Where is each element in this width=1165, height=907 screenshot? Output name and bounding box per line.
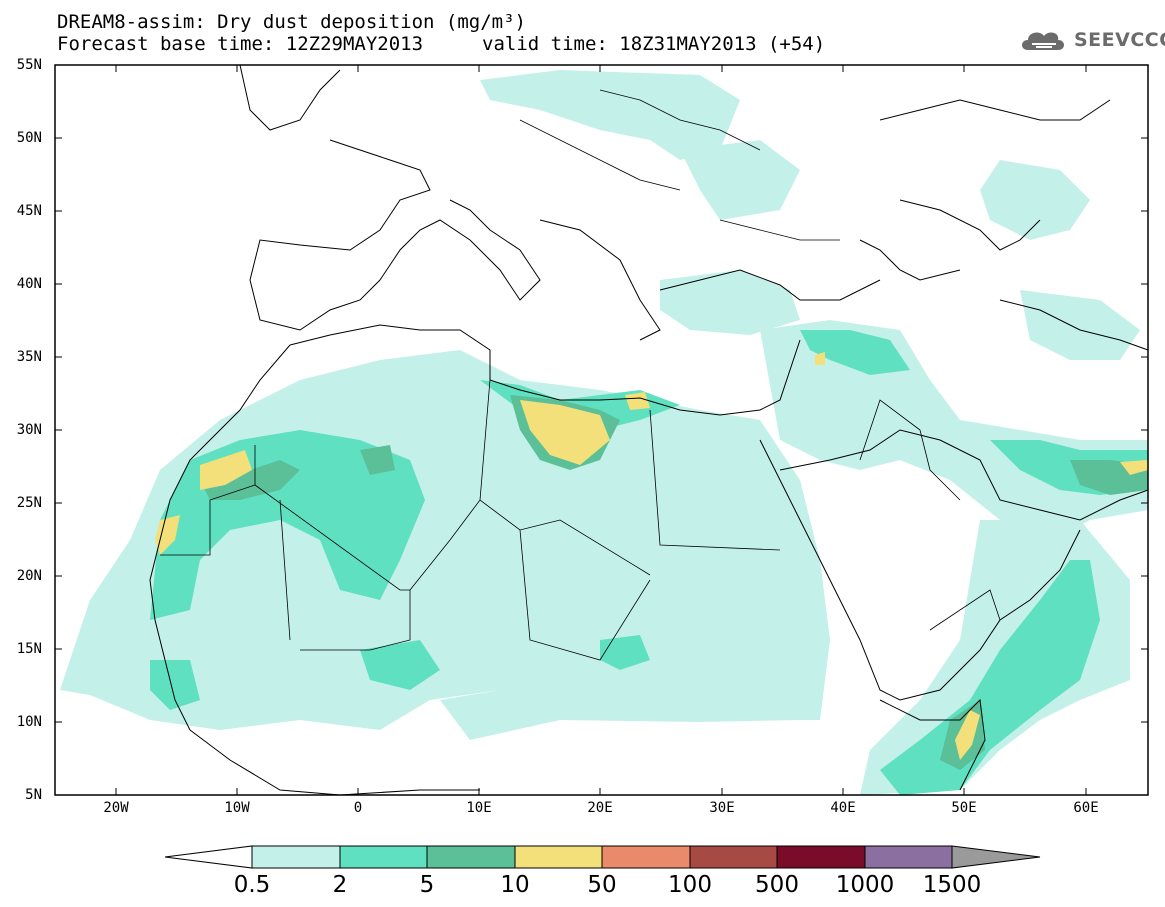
colorbar-label-10: 10 xyxy=(500,872,530,898)
colorbar-bin-6 xyxy=(689,845,778,869)
lon-label-60e: 60E xyxy=(1073,800,1099,816)
colorbar-label-1500: 1500 xyxy=(922,872,982,898)
lon-label-10w: 10W xyxy=(224,800,250,816)
colorbar-bin-4 xyxy=(514,845,603,869)
coastlines xyxy=(149,65,1148,795)
colorbar-label-0-5: 0.5 xyxy=(233,872,271,898)
valid-time: valid time: 18Z31MAY2013 (+54) xyxy=(482,33,826,55)
dust-field xyxy=(60,70,1148,795)
lat-label-40n: 40N xyxy=(16,276,42,292)
lat-label-55n: 55N xyxy=(16,57,42,73)
lon-label-50e: 50E xyxy=(951,800,977,816)
country-borders xyxy=(160,89,1001,661)
colorbar-bin-2 xyxy=(339,845,428,869)
lon-label-30e: 30E xyxy=(709,800,735,816)
lat-label-35n: 35N xyxy=(16,349,42,365)
seevccc-logo: SEEVCCC xyxy=(1018,26,1165,54)
colorbar-label-500: 500 xyxy=(755,872,799,898)
lat-label-25n: 25N xyxy=(16,495,42,511)
lat-label-50n: 50N xyxy=(16,130,42,146)
lon-label-10e: 10E xyxy=(466,800,492,816)
lon-label-20w: 20W xyxy=(103,800,129,816)
lon-label-40e: 40E xyxy=(830,800,856,816)
lon-label-0: 0 xyxy=(353,800,363,816)
lon-ticks xyxy=(115,65,1087,795)
cloud-icon xyxy=(1022,32,1064,50)
colorbar-bin-7 xyxy=(776,845,866,869)
colorbar xyxy=(164,845,1041,869)
title-line-1: DREAM8-assim: Dry dust deposition (mg/m³… xyxy=(57,11,526,33)
colorbar-label-1000: 1000 xyxy=(835,872,895,898)
lat-label-20n: 20N xyxy=(16,568,42,584)
lat-label-5n: 5N xyxy=(25,787,42,803)
colorbar-bin-3 xyxy=(426,845,516,869)
colorbar-bin-8 xyxy=(864,845,953,869)
colorbar-bin-5 xyxy=(601,845,691,869)
lat-label-15n: 15N xyxy=(16,641,42,657)
logo-text: SEEVCCC xyxy=(1074,29,1165,51)
lat-label-30n: 30N xyxy=(16,422,42,438)
colorbar-label-2: 2 xyxy=(332,872,348,898)
lat-ticks xyxy=(55,64,1148,796)
colorbar-bin-1 xyxy=(251,845,341,869)
colorbar-label-50: 50 xyxy=(587,872,617,898)
colorbar-label-5: 5 xyxy=(419,872,435,898)
colorbar-under-arrow xyxy=(164,845,253,869)
colorbar-label-100: 100 xyxy=(668,872,712,898)
lon-label-20e: 20E xyxy=(587,800,613,816)
lat-label-45n: 45N xyxy=(16,203,42,219)
colorbar-over-arrow xyxy=(951,845,1041,869)
title-line-2: Forecast base time: 12Z29MAY2013 xyxy=(57,33,424,55)
lat-label-10n: 10N xyxy=(16,714,42,730)
